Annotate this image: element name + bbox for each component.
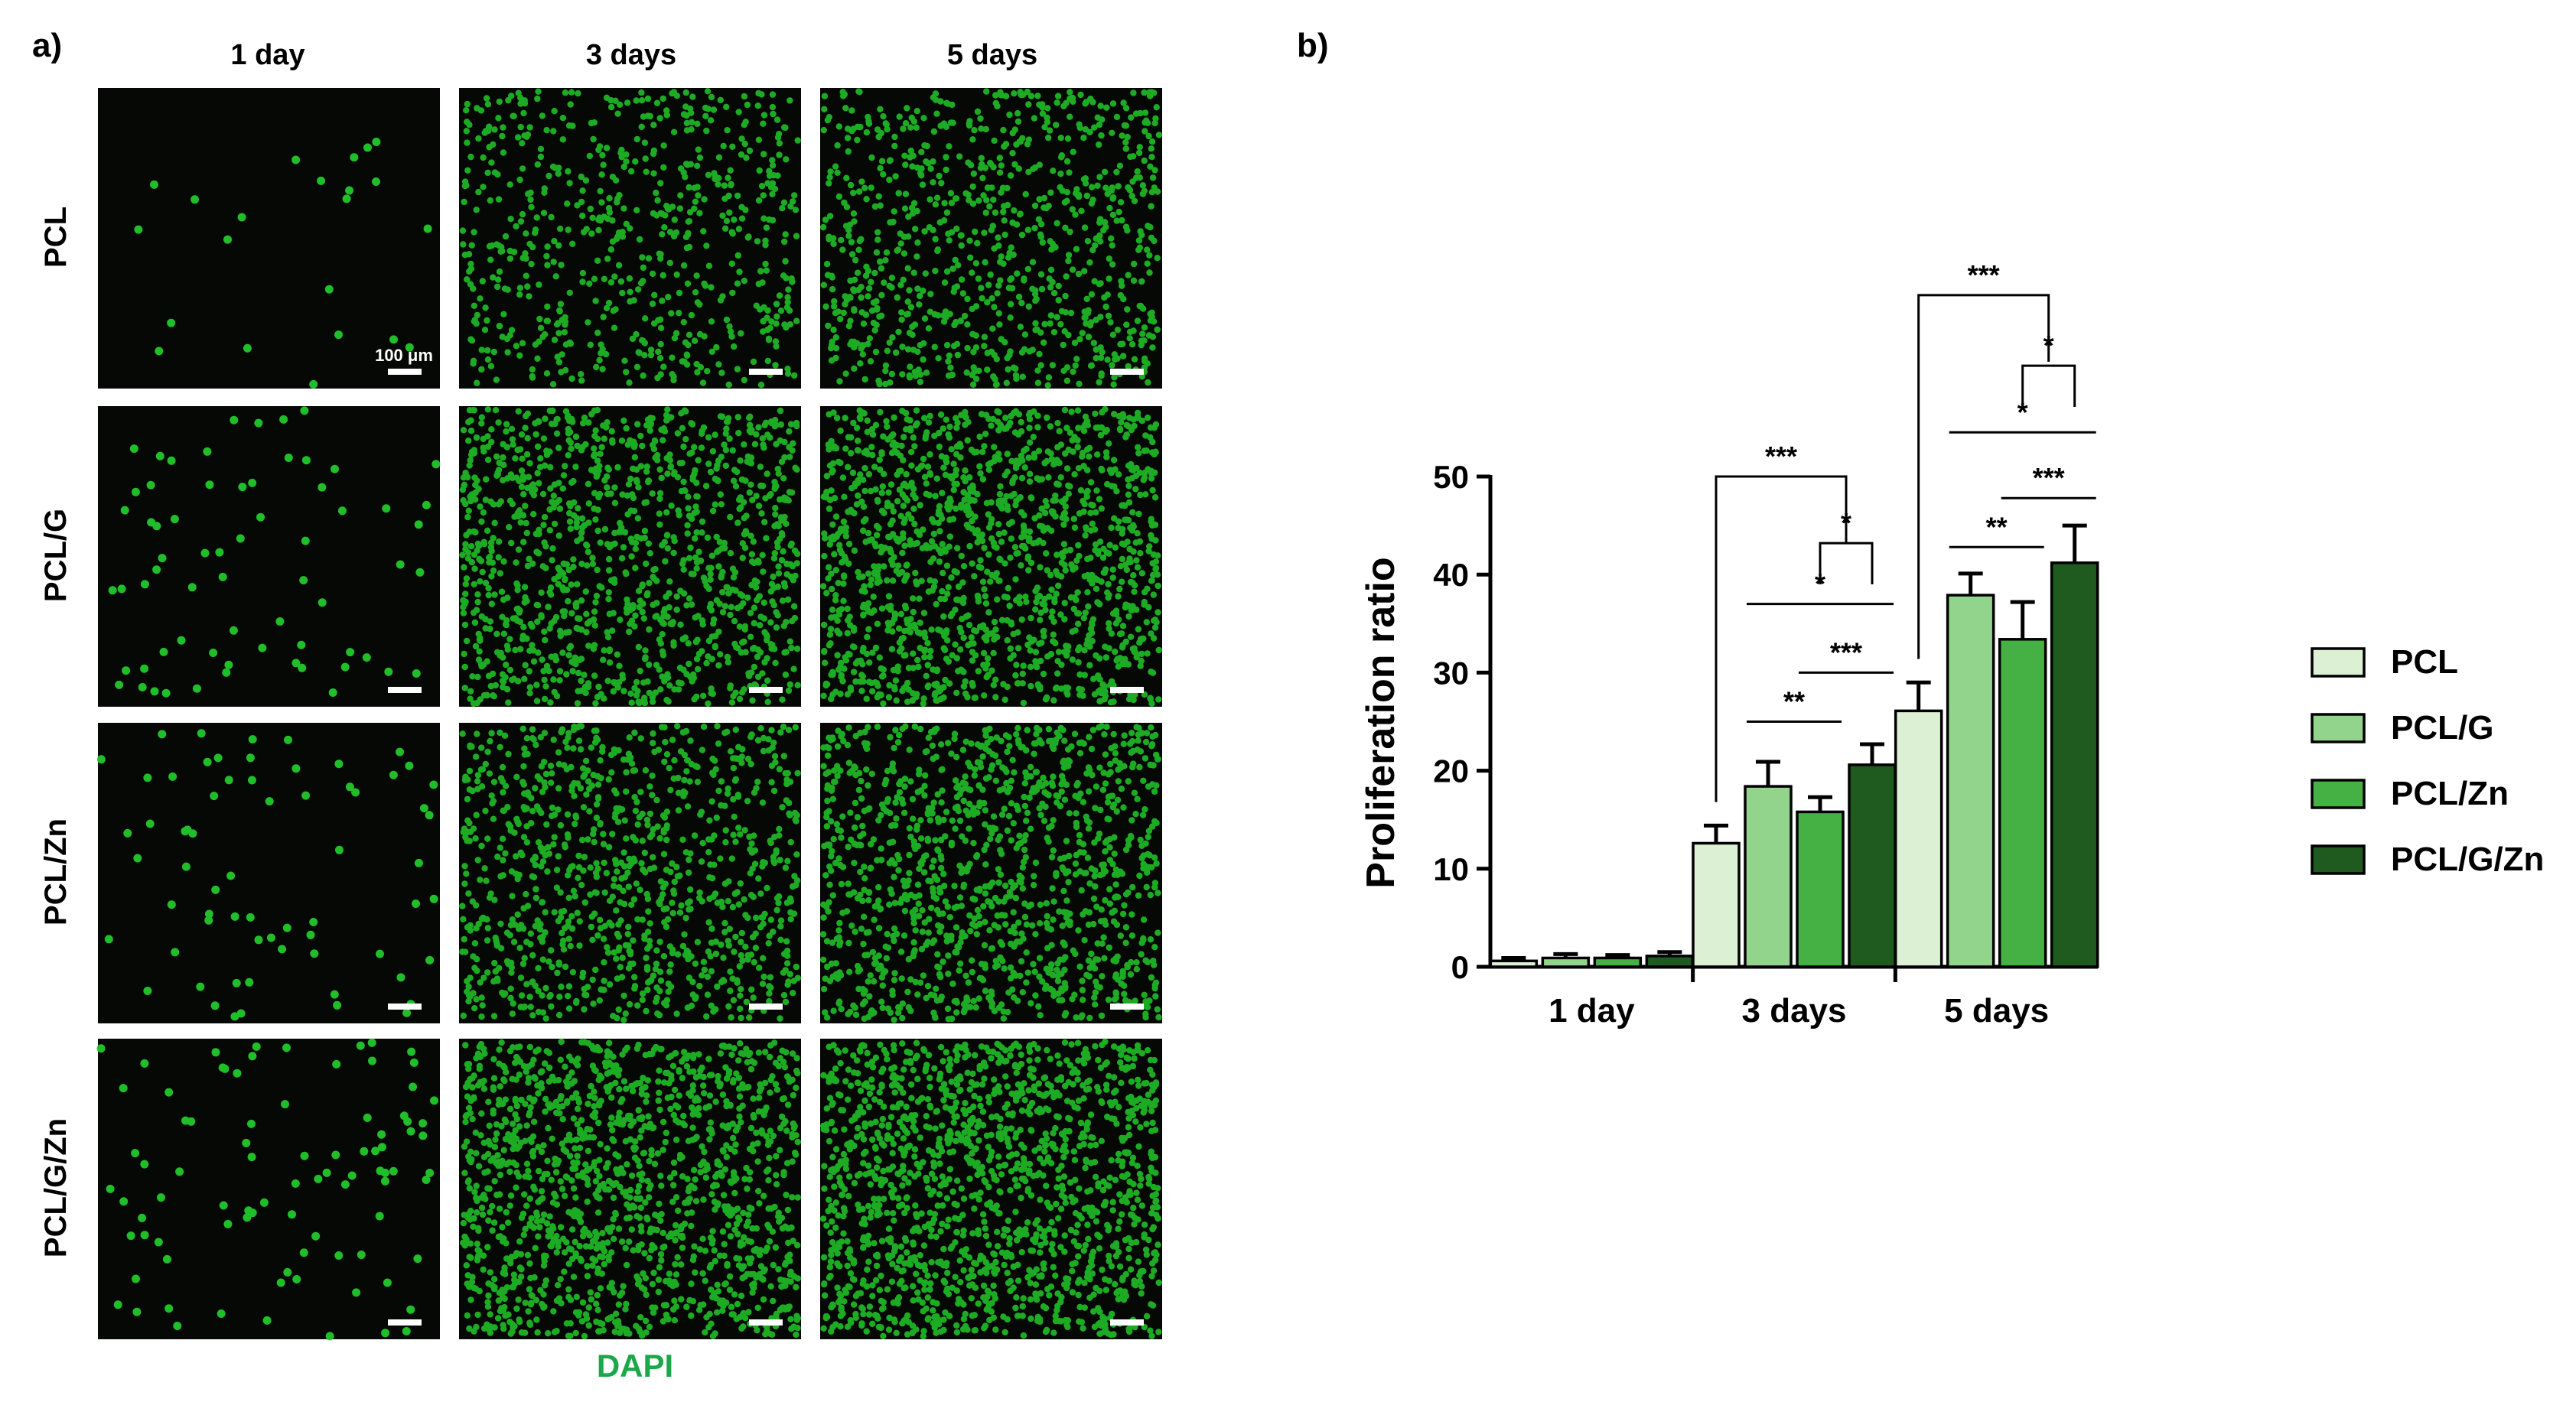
micrograph-pcl-g-1-day [98,406,441,707]
scale-bar [1110,687,1144,693]
scale-bar [749,1004,783,1010]
micrograph-pcl-5-days [819,88,1163,389]
bar-pcl-g-zn-1-day [1645,955,1695,968]
row-label-pcl-g-zn: PCL/G/Zn [39,1118,73,1257]
significance-bracket [1819,542,1874,585]
significance-bracket [1715,475,1848,802]
y-axis-title: Proliferation ratio [1359,557,1403,888]
legend-swatch-pcl-g-zn [2311,844,2366,875]
row-label-pcl: PCL [39,207,73,268]
row-label-pcl-zn: PCL/Zn [39,818,73,925]
panel-a-label: a) [32,27,62,64]
bar-pcl-5-days [1894,709,1943,968]
scale-bar [388,1004,422,1010]
y-tick-label: 50 [1433,459,1469,495]
micrograph-pcl-zn-3-days [459,723,801,1023]
dapi-stain-label: DAPI [597,1348,673,1384]
legend-swatch-pcl-zn [2311,779,2366,809]
significance-label: *** [1830,636,1862,668]
significance-label: * [1841,507,1851,538]
column-header-3-days: 3 days [586,39,676,71]
scale-bar [749,687,783,693]
significance-label: * [2044,330,2054,361]
scale-bar [388,369,422,375]
bar-pcl-g-zn-3-days [1848,763,1897,968]
significance-label: ** [1986,511,2008,542]
y-tick-label: 20 [1433,753,1469,789]
micrograph-pcl-g-3-days [459,406,801,708]
significance-label: *** [1968,259,2000,291]
significance-label: *** [1765,441,1797,472]
scale-bar [388,1319,422,1326]
bar-pcl-g-5-days [1946,594,1995,968]
micrograph-pcl-zn-1-day [96,723,440,1023]
bar-pcl-zn-1-day [1593,956,1643,968]
significance-label: * [2017,396,2028,428]
significance-label: *** [2033,462,2065,493]
legend-label-pcl-g-zn: PCL/G/Zn [2391,841,2544,878]
legend-swatch-pcl-g [2311,713,2366,743]
scale-bar-label: 100 μm [375,346,433,365]
panel-b: b) Proliferation ratio 0 10 20 30 40 50 1 day 3… [1297,27,2544,1030]
bar-pcl-3-days [1692,841,1741,968]
scale-bar [749,1319,783,1326]
micrograph-pcl-g-5-days [819,405,1162,708]
y-tick-label: 10 [1433,851,1469,887]
y-tick-label: 30 [1433,655,1469,691]
column-header-1-day: 1 day [230,39,304,71]
micrograph-pcl-g-zn-5-days [819,1038,1162,1340]
bar-pcl-zn-5-days [1998,638,2047,968]
row-label-pcl-g: PCL/G [39,509,73,602]
micrograph-pcl-3-days [459,88,801,389]
x-tick-label: 1 day [1549,992,1635,1030]
bar-pcl-g-3-days [1744,785,1793,968]
scale-bar [388,687,422,693]
significance-bracket [2021,364,2076,407]
panel-b-label: b) [1297,27,1329,64]
scale-bar [1110,369,1144,375]
micrograph-pcl-zn-5-days [819,723,1162,1023]
significance-label: ** [1783,686,1805,717]
scale-bar [749,369,783,375]
scale-bar [1110,1319,1144,1326]
x-tick-label: 5 days [1944,992,2049,1030]
legend-label-pcl-g: PCL/G [2391,709,2493,747]
y-tick-label: 0 [1451,949,1469,985]
micrograph-pcl-g-zn-3-days [459,1038,801,1340]
significance-bracket [1917,294,2050,659]
panel-a: a) 1 day 3 days 5 days PCL PCL/G PCL/Zn … [32,27,1163,1384]
micrograph-grid [96,88,1163,1341]
bar-pcl-1-day [1489,959,1539,968]
bar-pcl-g-zn-5-days [2050,561,2099,968]
significance-label: * [1815,568,1825,600]
legend-swatch-pcl [2311,647,2366,678]
bar-pcl-zn-3-days [1796,810,1845,968]
column-header-5-days: 5 days [947,39,1037,71]
bar-pcl-g-1-day [1541,956,1591,968]
x-tick-label: 3 days [1742,992,1847,1030]
legend: PCL PCL/G PCL/Zn PCL/G/Zn [2311,643,2544,878]
micrograph-pcl-1-day [98,88,440,389]
y-tick-label: 40 [1433,557,1469,593]
legend-label-pcl: PCL [2391,643,2458,681]
micrograph-pcl-g-zn-1-day [96,1038,440,1341]
scale-bar [1110,1004,1144,1010]
legend-label-pcl-zn: PCL/Zn [2391,775,2509,812]
